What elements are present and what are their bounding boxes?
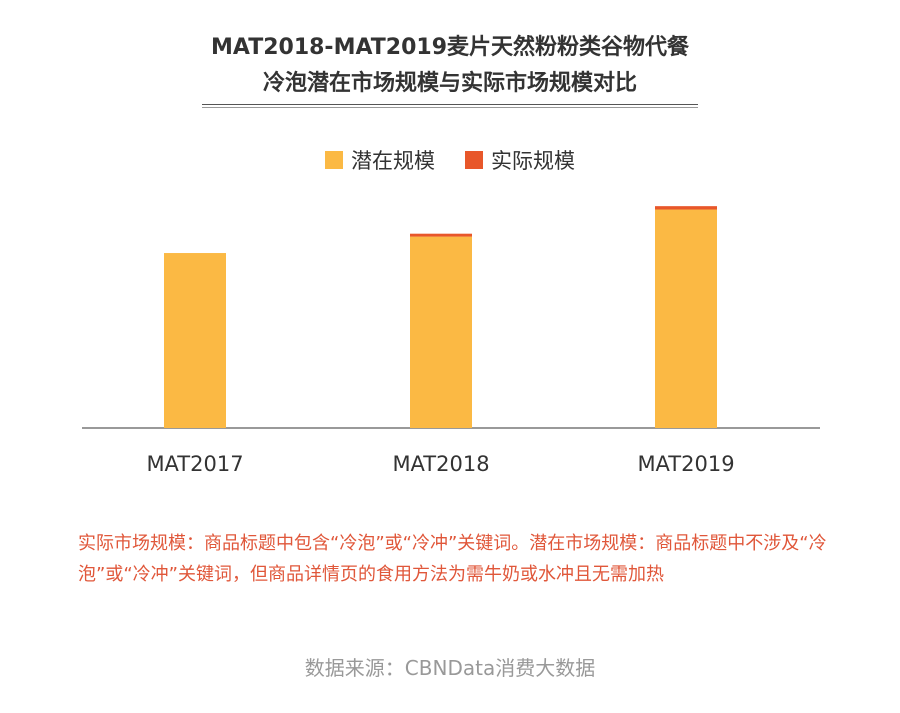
- x-tick-label: MAT2018: [392, 452, 489, 476]
- title-line-2: 冷泡潜在市场规模与实际市场规模对比: [262, 71, 637, 96]
- bar-potential-MAT2019: [655, 209, 717, 428]
- bar-actual-MAT2018: [410, 233, 472, 237]
- data-source: 数据来源：CBNData消费大数据: [304, 656, 596, 680]
- legend-swatch-potential: [325, 151, 343, 169]
- legend-item-actual: 实际规模: [465, 145, 575, 175]
- x-tick-label: MAT2019: [637, 452, 734, 476]
- legend: 潜在规模 实际规模: [0, 145, 900, 175]
- bar-chart: MAT2017 MAT2018 MAT2019: [82, 206, 820, 476]
- x-tick-label: MAT2017: [146, 452, 243, 476]
- chart-title: MAT2018-MAT2019麦片天然粉粉类谷物代餐 冷泡潜在市场规模与实际市场…: [0, 30, 900, 102]
- legend-label-potential: 潜在规模: [351, 149, 435, 173]
- bar-actual-MAT2019: [655, 206, 717, 210]
- title-line-1: MAT2018-MAT2019麦片天然粉粉类谷物代餐: [210, 35, 690, 60]
- definition-note: 实际市场规模：商品标题中包含“冷泡”或“冷冲”关键词。潜在市场规模：商品标题中不…: [78, 533, 827, 585]
- legend-item-potential: 潜在规模: [325, 145, 435, 175]
- bar-potential-MAT2017: [164, 253, 226, 428]
- legend-swatch-actual: [465, 151, 483, 169]
- bar-potential-MAT2018: [410, 236, 472, 428]
- title-underline: [202, 104, 698, 108]
- legend-label-actual: 实际规模: [491, 149, 575, 173]
